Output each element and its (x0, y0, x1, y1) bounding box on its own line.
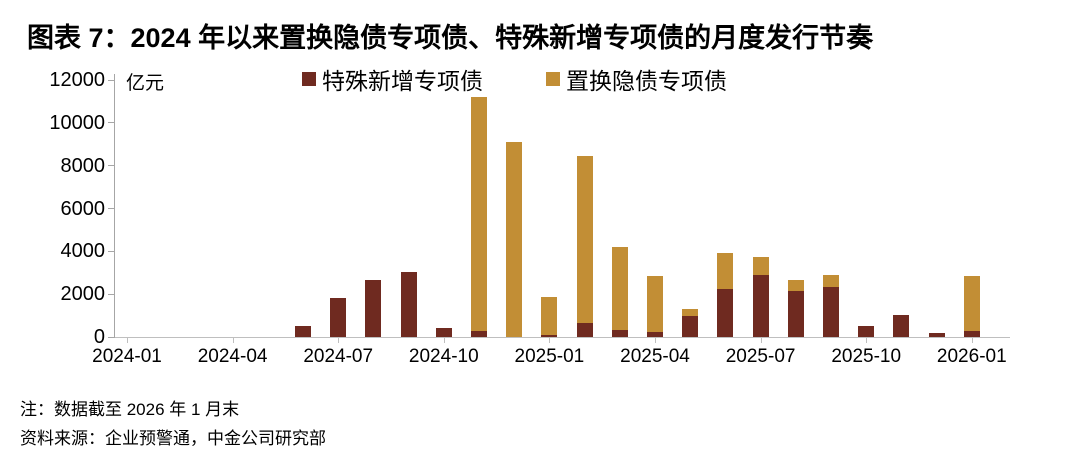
bar-segment-2025-11-series0 (893, 314, 910, 337)
chart-legend: 特殊新增专项债 置换隐债专项债 (0, 65, 1080, 94)
x-axis-tick-label: 2025-04 (620, 346, 690, 367)
bar-segment-2024-08-series0 (365, 280, 382, 337)
y-axis-line (114, 74, 115, 337)
bar-segment-2025-02-series1 (576, 156, 593, 324)
bar-segment-2025-04-series1 (647, 275, 663, 332)
x-axis-tick (232, 338, 234, 343)
bar-segment-2024-12-series1 (506, 142, 523, 337)
y-axis-tick-label: 4000 (60, 240, 106, 263)
chart-title: 图表 7：2024 年以来置换隐债专项债、特殊新增专项债的月度发行节奏 (27, 23, 874, 53)
y-axis-tick (108, 79, 115, 81)
bar-segment-2026-01-series1 (963, 275, 980, 331)
bar-segment-2024-10-series0 (435, 328, 452, 337)
bar-segment-2025-02-series0 (576, 323, 593, 337)
x-axis-tick (655, 338, 656, 343)
y-axis-tick-label: 8000 (60, 154, 106, 177)
x-axis-tick-label: 2024-01 (92, 346, 162, 367)
legend-swatch-special-bond-icon (302, 72, 316, 86)
x-axis-tick-label: 2024-10 (408, 346, 479, 367)
x-axis-tick-label: 2025-01 (514, 346, 585, 367)
x-axis-tick (127, 338, 128, 343)
legend-item-swap-bond: 置换隐债专项债 (546, 65, 727, 94)
bar-segment-2025-01-series0 (541, 334, 558, 337)
x-axis-tick-label: 2025-07 (725, 346, 796, 367)
bar-segment-2025-08-series1 (787, 280, 804, 291)
y-axis-tick (108, 293, 115, 295)
bar-segment-2025-08-series0 (787, 290, 804, 337)
bar-segment-2024-06-series0 (295, 326, 311, 337)
bar-segment-2024-07-series0 (330, 298, 347, 337)
bar-segment-2024-11-series1 (471, 97, 487, 331)
bar-segment-2025-09-series1 (823, 274, 839, 287)
x-axis-tick-label: 2024-07 (303, 346, 374, 367)
bar-segment-2025-01-series1 (541, 296, 558, 335)
bar-segment-2024-11-series0 (471, 330, 487, 337)
y-axis-tick (108, 165, 115, 167)
x-axis-tick (866, 338, 868, 343)
x-axis-tick-label: 2026-01 (936, 346, 1007, 367)
bar-segment-2025-06-series0 (717, 288, 734, 337)
bar-segment-2026-01-series0 (963, 330, 980, 337)
y-axis-unit-label: 亿元 (126, 73, 165, 94)
x-axis-tick-label: 2025-10 (831, 346, 902, 367)
bar-segment-2025-03-series1 (611, 247, 628, 330)
x-axis-tick-label: 2024-04 (197, 346, 268, 367)
bar-segment-2024-09-series0 (400, 271, 417, 337)
plot-area (115, 80, 1010, 337)
chart-source: 资料来源：企业预警通，中金公司研究部 (20, 429, 326, 448)
x-axis-tick (971, 338, 973, 343)
x-axis-tick (549, 338, 551, 343)
bar-segment-2025-07-series0 (752, 274, 769, 337)
y-axis-tick (108, 336, 115, 338)
y-axis-tick-label: 10000 (49, 111, 105, 134)
y-axis-tick-label: 12000 (49, 69, 105, 91)
bar-segment-2025-05-series1 (682, 309, 699, 316)
bar-segment-2025-10-series0 (858, 326, 875, 337)
bar-segment-2025-07-series1 (752, 256, 769, 275)
bar-segment-2025-03-series0 (611, 329, 628, 337)
y-axis-tick-label: 2000 (60, 283, 106, 306)
legend-item-special-bond: 特殊新增专项债 (302, 65, 483, 94)
legend-swatch-swap-bond-icon (546, 72, 560, 86)
chart-note: 注：数据截至 2026 年 1 月末 (20, 400, 240, 419)
y-axis-tick-label: 6000 (60, 197, 106, 220)
legend-label-swap-bond: 置换隐债专项债 (566, 68, 727, 94)
bar-segment-2025-04-series0 (647, 331, 663, 337)
bar-segment-2025-05-series0 (682, 315, 699, 337)
bar-segment-2025-06-series1 (717, 253, 734, 289)
y-axis-tick (108, 250, 115, 252)
legend-label-special-bond: 特殊新增专项债 (322, 68, 483, 94)
bar-segment-2025-12-series0 (928, 332, 945, 337)
x-axis-tick (760, 338, 762, 343)
x-axis-tick (443, 338, 445, 343)
y-axis-tick (108, 122, 115, 124)
y-axis-tick-label: 0 (93, 326, 105, 348)
x-axis-tick (338, 338, 340, 343)
bar-segment-2025-09-series0 (823, 286, 839, 337)
y-axis-tick (108, 208, 115, 209)
x-axis-line (114, 337, 1010, 338)
